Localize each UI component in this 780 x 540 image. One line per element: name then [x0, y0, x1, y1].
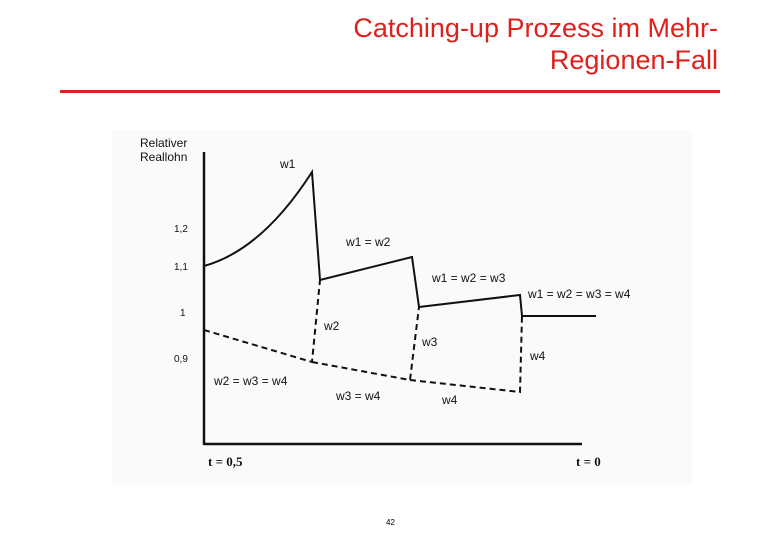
x-label-right: t = 0 [576, 454, 601, 469]
upper-wage-curve [203, 168, 596, 317]
y-tick-label: 1,2 [174, 224, 188, 235]
curve-label-w1-w2-w3: w1 = w2 = w3 [431, 271, 506, 285]
catching-up-diagram: Relativer Reallohn 1,2 1,1 1 0,9 t = 0,5… [112, 130, 692, 485]
y-tick-label: 1 [180, 308, 186, 319]
slide-title: Catching-up Prozess im Mehr- Regionen-Fa… [198, 12, 718, 76]
curve-label-w1-w2-w3-w4: w1 = w2 = w3 = w4 [527, 287, 631, 301]
curve-label-w3-w4: w3 = w4 [335, 389, 381, 403]
curve-label-w2: w2 [323, 319, 340, 333]
curve-label-w1: w1 [279, 157, 296, 171]
diagram-canvas: Relativer Reallohn 1,2 1,1 1 0,9 t = 0,5… [140, 136, 631, 469]
curve-label-w1-w2: w1 = w2 [345, 235, 391, 249]
x-label-left: t = 0,5 [208, 454, 243, 469]
curve-label-w4: w4 [529, 349, 546, 363]
y-tick-label: 1,1 [174, 262, 188, 273]
page-number: 42 [386, 518, 395, 527]
slide-title-line-1: Catching-up Prozess im Mehr- [353, 13, 718, 43]
lower-wage-curve [203, 279, 523, 394]
y-axis-label-line-2: Reallohn [140, 150, 187, 164]
y-axis-label-line-1: Relativer [140, 136, 187, 150]
y-tick-label: 0,9 [174, 354, 188, 365]
title-divider [60, 90, 720, 93]
curve-label-w3: w3 [421, 335, 438, 349]
curve-label-w2-w3-w4: w2 = w3 = w4 [213, 374, 288, 388]
slide-title-line-2: Regionen-Fall [549, 45, 718, 75]
curve-label-w4-lower: w4 [441, 393, 458, 407]
